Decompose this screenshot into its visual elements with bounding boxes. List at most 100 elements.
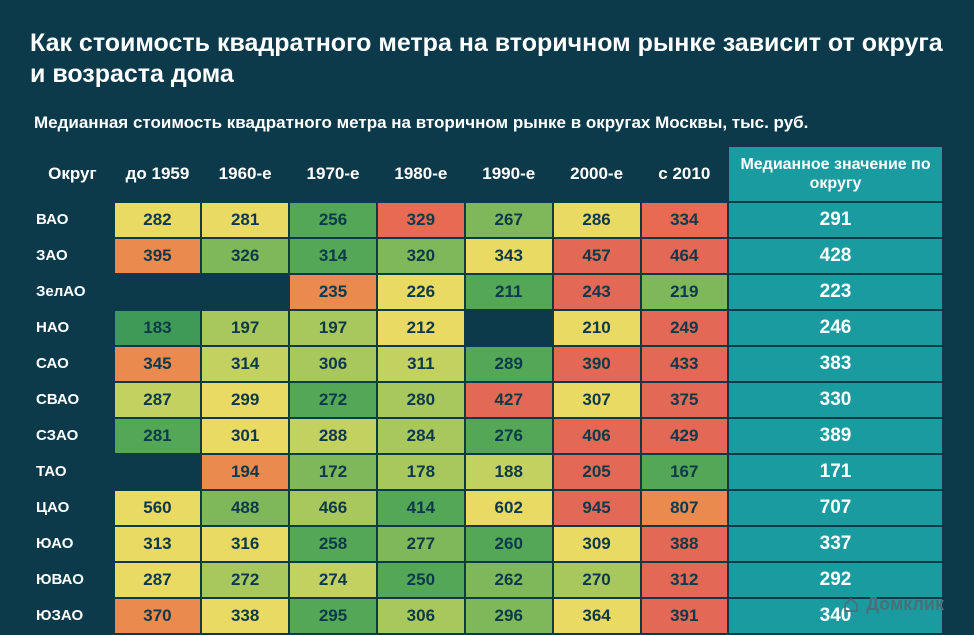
median-cell: 337 bbox=[729, 527, 942, 561]
brand-text: Домклик bbox=[866, 594, 944, 615]
data-cell: 375 bbox=[642, 383, 728, 417]
median-cell: 389 bbox=[729, 419, 942, 453]
data-cell: 277 bbox=[378, 527, 464, 561]
row-label: СЗАО bbox=[32, 419, 113, 453]
data-cell: 429 bbox=[642, 419, 728, 453]
data-cell: 262 bbox=[466, 563, 552, 597]
data-cell: 414 bbox=[378, 491, 464, 525]
data-cell: 287 bbox=[115, 383, 201, 417]
data-cell: 178 bbox=[378, 455, 464, 489]
table-row: СЗАО281301288284276406429389 bbox=[32, 419, 942, 453]
data-cell: 307 bbox=[554, 383, 640, 417]
data-cell: 316 bbox=[202, 527, 288, 561]
data-cell: 488 bbox=[202, 491, 288, 525]
data-cell: 272 bbox=[202, 563, 288, 597]
data-cell: 464 bbox=[642, 239, 728, 273]
data-cell: 560 bbox=[115, 491, 201, 525]
table-row: ЮЗАО370338295306296364391340 bbox=[32, 599, 942, 633]
row-label: ЮАО bbox=[32, 527, 113, 561]
data-cell: 427 bbox=[466, 383, 552, 417]
data-cell: 235 bbox=[290, 275, 376, 309]
data-cell: 212 bbox=[378, 311, 464, 345]
heatmap-table: Округ до 19591960-е1970-е1980-е1990-е200… bbox=[30, 145, 944, 635]
data-cell: 295 bbox=[290, 599, 376, 633]
empty-cell bbox=[115, 275, 201, 309]
data-cell: 281 bbox=[202, 203, 288, 237]
data-cell: 205 bbox=[554, 455, 640, 489]
data-cell: 256 bbox=[290, 203, 376, 237]
data-cell: 309 bbox=[554, 527, 640, 561]
data-cell: 249 bbox=[642, 311, 728, 345]
data-cell: 320 bbox=[378, 239, 464, 273]
header-district: Округ bbox=[32, 147, 113, 201]
row-label: ЮЗАО bbox=[32, 599, 113, 633]
data-cell: 194 bbox=[202, 455, 288, 489]
table-row: САО345314306311289390433383 bbox=[32, 347, 942, 381]
data-cell: 288 bbox=[290, 419, 376, 453]
data-cell: 395 bbox=[115, 239, 201, 273]
header-decade: до 1959 bbox=[115, 147, 201, 201]
data-cell: 334 bbox=[642, 203, 728, 237]
data-cell: 945 bbox=[554, 491, 640, 525]
data-cell: 314 bbox=[202, 347, 288, 381]
row-label: ЦАО bbox=[32, 491, 113, 525]
table-row: ЗелАО235226211243219223 bbox=[32, 275, 942, 309]
row-label: ЗелАО bbox=[32, 275, 113, 309]
data-cell: 345 bbox=[115, 347, 201, 381]
data-cell: 286 bbox=[554, 203, 640, 237]
row-label: ТАО bbox=[32, 455, 113, 489]
data-cell: 243 bbox=[554, 275, 640, 309]
header-row: Округ до 19591960-е1970-е1980-е1990-е200… bbox=[32, 147, 942, 201]
table-row: ТАО 194172178188205167171 bbox=[32, 455, 942, 489]
data-cell: 311 bbox=[378, 347, 464, 381]
heatmap-table-wrap: Округ до 19591960-е1970-е1980-е1990-е200… bbox=[30, 145, 944, 635]
table-row: СВАО287299272280427307375330 bbox=[32, 383, 942, 417]
empty-cell bbox=[202, 275, 288, 309]
data-cell: 370 bbox=[115, 599, 201, 633]
table-body: ВАО282281256329267286334291ЗАО3953263143… bbox=[32, 203, 942, 633]
data-cell: 602 bbox=[466, 491, 552, 525]
data-cell: 287 bbox=[115, 563, 201, 597]
data-cell: 364 bbox=[554, 599, 640, 633]
data-cell: 466 bbox=[290, 491, 376, 525]
data-cell: 343 bbox=[466, 239, 552, 273]
data-cell: 167 bbox=[642, 455, 728, 489]
data-cell: 197 bbox=[202, 311, 288, 345]
row-label: СВАО bbox=[32, 383, 113, 417]
header-decade: 1980-е bbox=[378, 147, 464, 201]
data-cell: 226 bbox=[378, 275, 464, 309]
median-cell: 707 bbox=[729, 491, 942, 525]
data-cell: 188 bbox=[466, 455, 552, 489]
data-cell: 172 bbox=[290, 455, 376, 489]
table-row: ЮВАО287272274250262270312292 bbox=[32, 563, 942, 597]
table-row: ЦАО560488466414602945807707 bbox=[32, 491, 942, 525]
header-decade: 1970-е bbox=[290, 147, 376, 201]
data-cell: 296 bbox=[466, 599, 552, 633]
data-cell: 280 bbox=[378, 383, 464, 417]
table-row: ЮАО313316258277260309388337 bbox=[32, 527, 942, 561]
data-cell: 276 bbox=[466, 419, 552, 453]
data-cell: 388 bbox=[642, 527, 728, 561]
empty-cell bbox=[466, 311, 552, 345]
data-cell: 301 bbox=[202, 419, 288, 453]
data-cell: 312 bbox=[642, 563, 728, 597]
data-cell: 197 bbox=[290, 311, 376, 345]
median-cell: 223 bbox=[729, 275, 942, 309]
data-cell: 306 bbox=[290, 347, 376, 381]
data-cell: 282 bbox=[115, 203, 201, 237]
data-cell: 211 bbox=[466, 275, 552, 309]
data-cell: 267 bbox=[466, 203, 552, 237]
data-cell: 274 bbox=[290, 563, 376, 597]
data-cell: 284 bbox=[378, 419, 464, 453]
median-cell: 171 bbox=[729, 455, 942, 489]
data-cell: 457 bbox=[554, 239, 640, 273]
table-row: ЗАО395326314320343457464428 bbox=[32, 239, 942, 273]
data-cell: 391 bbox=[642, 599, 728, 633]
table-subtitle: Медианная стоимость квадратного метра на… bbox=[30, 113, 944, 133]
row-label: ЮВАО bbox=[32, 563, 113, 597]
header-decade: 1960-е bbox=[202, 147, 288, 201]
page-title: Как стоимость квадратного метра на втори… bbox=[30, 28, 944, 91]
data-cell: 281 bbox=[115, 419, 201, 453]
data-cell: 338 bbox=[202, 599, 288, 633]
row-label: НАО bbox=[32, 311, 113, 345]
